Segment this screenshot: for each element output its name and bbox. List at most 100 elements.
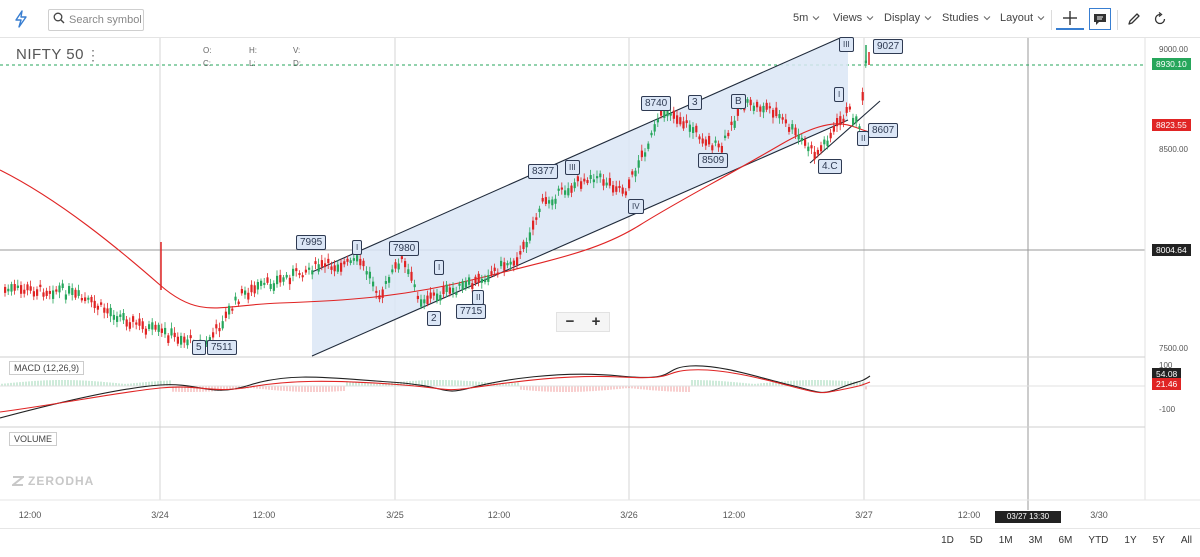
candle-body <box>68 286 71 294</box>
range-5d[interactable]: 5D <box>969 535 983 546</box>
candle-body <box>77 290 80 296</box>
range-5y[interactable]: 5Y <box>1152 535 1165 546</box>
zoom-out-button[interactable]: − <box>565 313 575 330</box>
wave-label[interactable]: I <box>434 260 445 275</box>
annotation-button[interactable] <box>1089 8 1111 30</box>
wave-label[interactable]: B <box>731 94 746 109</box>
wave-label[interactable]: III <box>565 160 580 175</box>
range-1y[interactable]: 1Y <box>1124 535 1137 546</box>
range-divider <box>0 528 1200 529</box>
wave-label[interactable]: 3 <box>688 95 702 110</box>
candle-body <box>775 107 778 117</box>
wave-label[interactable]: 7715 <box>456 304 487 319</box>
lightning-icon[interactable] <box>8 7 34 31</box>
display-menu[interactable]: Display <box>884 12 932 24</box>
candle-body <box>157 324 160 332</box>
candle-body <box>394 262 397 269</box>
candle-body <box>74 289 77 298</box>
range-all[interactable]: All <box>1180 535 1192 546</box>
wave-label[interactable]: IV <box>628 199 644 214</box>
candle-body <box>730 121 733 126</box>
price-chart[interactable] <box>0 38 1200 528</box>
candle-body <box>605 182 608 186</box>
wave-label[interactable]: 8740 <box>641 96 672 111</box>
range-6m[interactable]: 6M <box>1058 535 1073 546</box>
wave-label[interactable]: 2 <box>427 311 441 326</box>
wave-label[interactable]: II <box>857 131 870 146</box>
more-vert-icon[interactable]: ⋮ <box>86 47 100 63</box>
candle-body <box>359 258 362 266</box>
wave-label[interactable]: 7980 <box>389 241 420 256</box>
candle-body <box>80 298 83 301</box>
candle-body <box>58 285 61 293</box>
candle-body <box>237 301 240 305</box>
candle-body <box>736 108 739 116</box>
reset-button[interactable] <box>1148 8 1172 30</box>
zoom-controls: − + <box>556 312 610 332</box>
symbol-title: NIFTY 50 <box>16 46 84 63</box>
candle-body <box>112 314 115 320</box>
wave-label[interactable]: II <box>472 290 485 305</box>
volume-label[interactable]: VOLUME <box>9 432 58 446</box>
price-axis-label: 7500.00 <box>1159 344 1188 353</box>
candle-body <box>836 118 839 127</box>
range-1d[interactable]: 1D <box>941 535 954 546</box>
candle-body <box>816 149 819 155</box>
wave-label[interactable]: I <box>834 87 845 102</box>
studies-menu[interactable]: Studies <box>942 12 991 24</box>
wave-label[interactable]: 9027 <box>873 39 904 54</box>
wave-label[interactable]: 7511 <box>207 340 237 355</box>
views-menu[interactable]: Views <box>833 12 874 24</box>
candle-body <box>746 99 749 103</box>
macd-label[interactable]: MACD (12,26,9) <box>9 361 85 375</box>
candle-body <box>48 290 51 294</box>
candle-body <box>346 258 349 262</box>
wave-label[interactable]: III <box>839 37 854 52</box>
candle-body <box>528 232 531 241</box>
wave-label[interactable]: 8607 <box>868 123 899 138</box>
crosshair-button[interactable] <box>1056 8 1084 30</box>
wave-label[interactable]: 8509 <box>698 153 729 168</box>
interval-menu[interactable]: 5m <box>793 12 820 24</box>
candle-body <box>583 178 586 182</box>
wave-label[interactable]: 7995 <box>296 235 327 250</box>
symbol-search[interactable] <box>48 9 144 31</box>
candle-body <box>560 187 563 190</box>
candle-body <box>500 260 503 267</box>
candle-body <box>679 117 682 125</box>
wave-label[interactable]: I <box>352 240 363 255</box>
wave-label[interactable]: 5 <box>192 340 206 355</box>
layout-menu[interactable]: Layout <box>1000 12 1045 24</box>
chevron-down-icon <box>866 16 874 21</box>
candle-body <box>551 199 554 206</box>
candle-body <box>327 258 330 264</box>
candle-body <box>84 297 87 302</box>
candle-body <box>669 113 672 116</box>
search-input[interactable] <box>69 14 141 26</box>
candle-body <box>244 290 247 295</box>
zoom-in-button[interactable]: + <box>591 313 601 330</box>
watermark-text: ZERODHA <box>28 474 95 488</box>
candle-body <box>276 275 279 285</box>
candle-body <box>324 263 327 268</box>
candle-body <box>557 188 560 191</box>
candle-body <box>704 139 707 146</box>
candle-body <box>864 60 867 64</box>
candle-body <box>448 287 451 294</box>
candle-body <box>397 263 400 270</box>
range-1m[interactable]: 1M <box>998 535 1013 546</box>
range-ytd[interactable]: YTD <box>1088 535 1109 546</box>
candle-body <box>768 106 771 109</box>
draw-button[interactable] <box>1122 8 1146 30</box>
wave-label[interactable]: 8377 <box>528 164 559 179</box>
range-3m[interactable]: 3M <box>1028 535 1043 546</box>
candle-body <box>442 286 445 295</box>
candle-body <box>503 262 506 271</box>
candle-body <box>842 118 845 123</box>
candle-body <box>452 287 455 293</box>
candle-body <box>474 276 477 284</box>
candle-body <box>317 264 320 272</box>
views-label: Views <box>833 12 863 24</box>
wave-label[interactable]: 4.C <box>818 159 842 174</box>
candle-body <box>516 257 519 266</box>
